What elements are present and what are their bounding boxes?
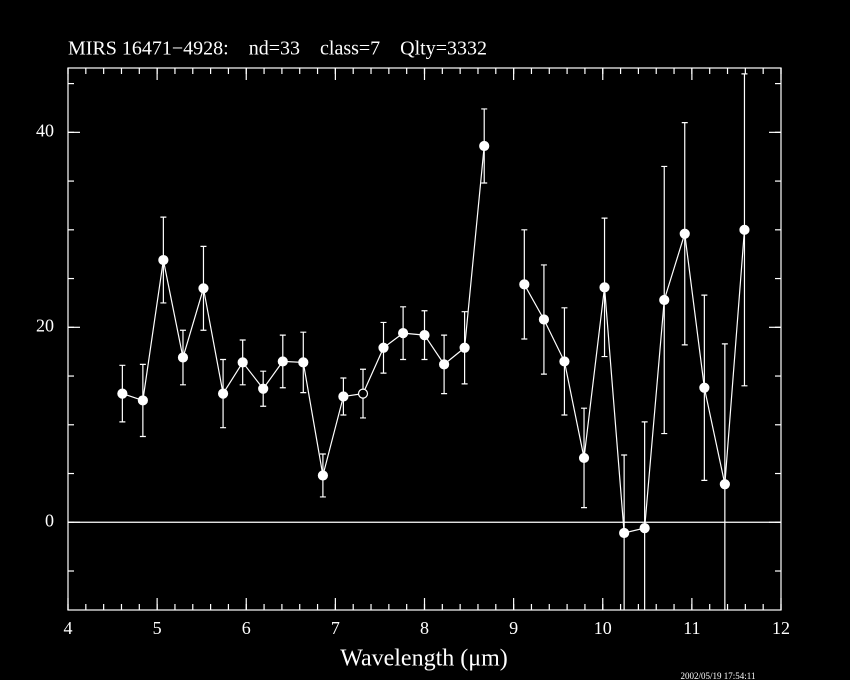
data-point — [277, 356, 288, 367]
x-tick-label: 9 — [509, 618, 518, 638]
x-tick-label: 12 — [772, 618, 790, 638]
x-tick-label: 11 — [683, 618, 700, 638]
y-tick-label: 40 — [36, 120, 54, 140]
data-point — [237, 357, 248, 368]
data-point — [378, 342, 389, 353]
data-point — [699, 382, 710, 393]
data-point — [599, 282, 610, 293]
data-point — [578, 452, 590, 464]
data-point — [739, 224, 750, 235]
x-tick-label: 6 — [242, 618, 251, 638]
x-tick-label: 7 — [331, 618, 340, 638]
data-point — [298, 357, 309, 368]
data-point — [538, 314, 550, 325]
data-point — [479, 140, 490, 152]
data-point — [519, 279, 530, 290]
data-line — [122, 145, 746, 534]
data-point — [719, 479, 730, 490]
data-point — [619, 527, 630, 539]
data-point — [158, 254, 169, 266]
x-tick-label: 4 — [64, 618, 73, 638]
x-tick-label: 10 — [594, 618, 612, 638]
data-point — [459, 342, 470, 353]
data-point — [317, 470, 328, 481]
data-point — [338, 391, 349, 402]
data-point — [639, 523, 650, 534]
y-tick-label: 20 — [36, 315, 54, 335]
timestamp: 2002/05/19 17:54:11 — [681, 671, 756, 680]
data-point — [357, 388, 369, 399]
x-tick-label: 8 — [420, 618, 429, 638]
data-point — [258, 383, 269, 394]
data-point — [137, 395, 148, 406]
data-point — [198, 283, 209, 294]
x-axis-label: Wavelength (μm) — [340, 646, 508, 672]
data-point — [439, 359, 450, 370]
data-point — [177, 352, 189, 363]
chart-title: MIRS 16471−4928: nd=33 class=7 Qlty=3332 — [68, 38, 487, 60]
data-point — [679, 228, 690, 239]
y-tick-label: 0 — [45, 510, 54, 530]
plot-area — [117, 73, 750, 610]
data-point — [559, 356, 570, 367]
data-point — [659, 294, 670, 306]
x-tick-label: 5 — [153, 618, 162, 638]
data-point — [117, 388, 128, 399]
data-point — [217, 388, 229, 399]
data-point — [419, 330, 430, 341]
data-point — [398, 328, 409, 339]
